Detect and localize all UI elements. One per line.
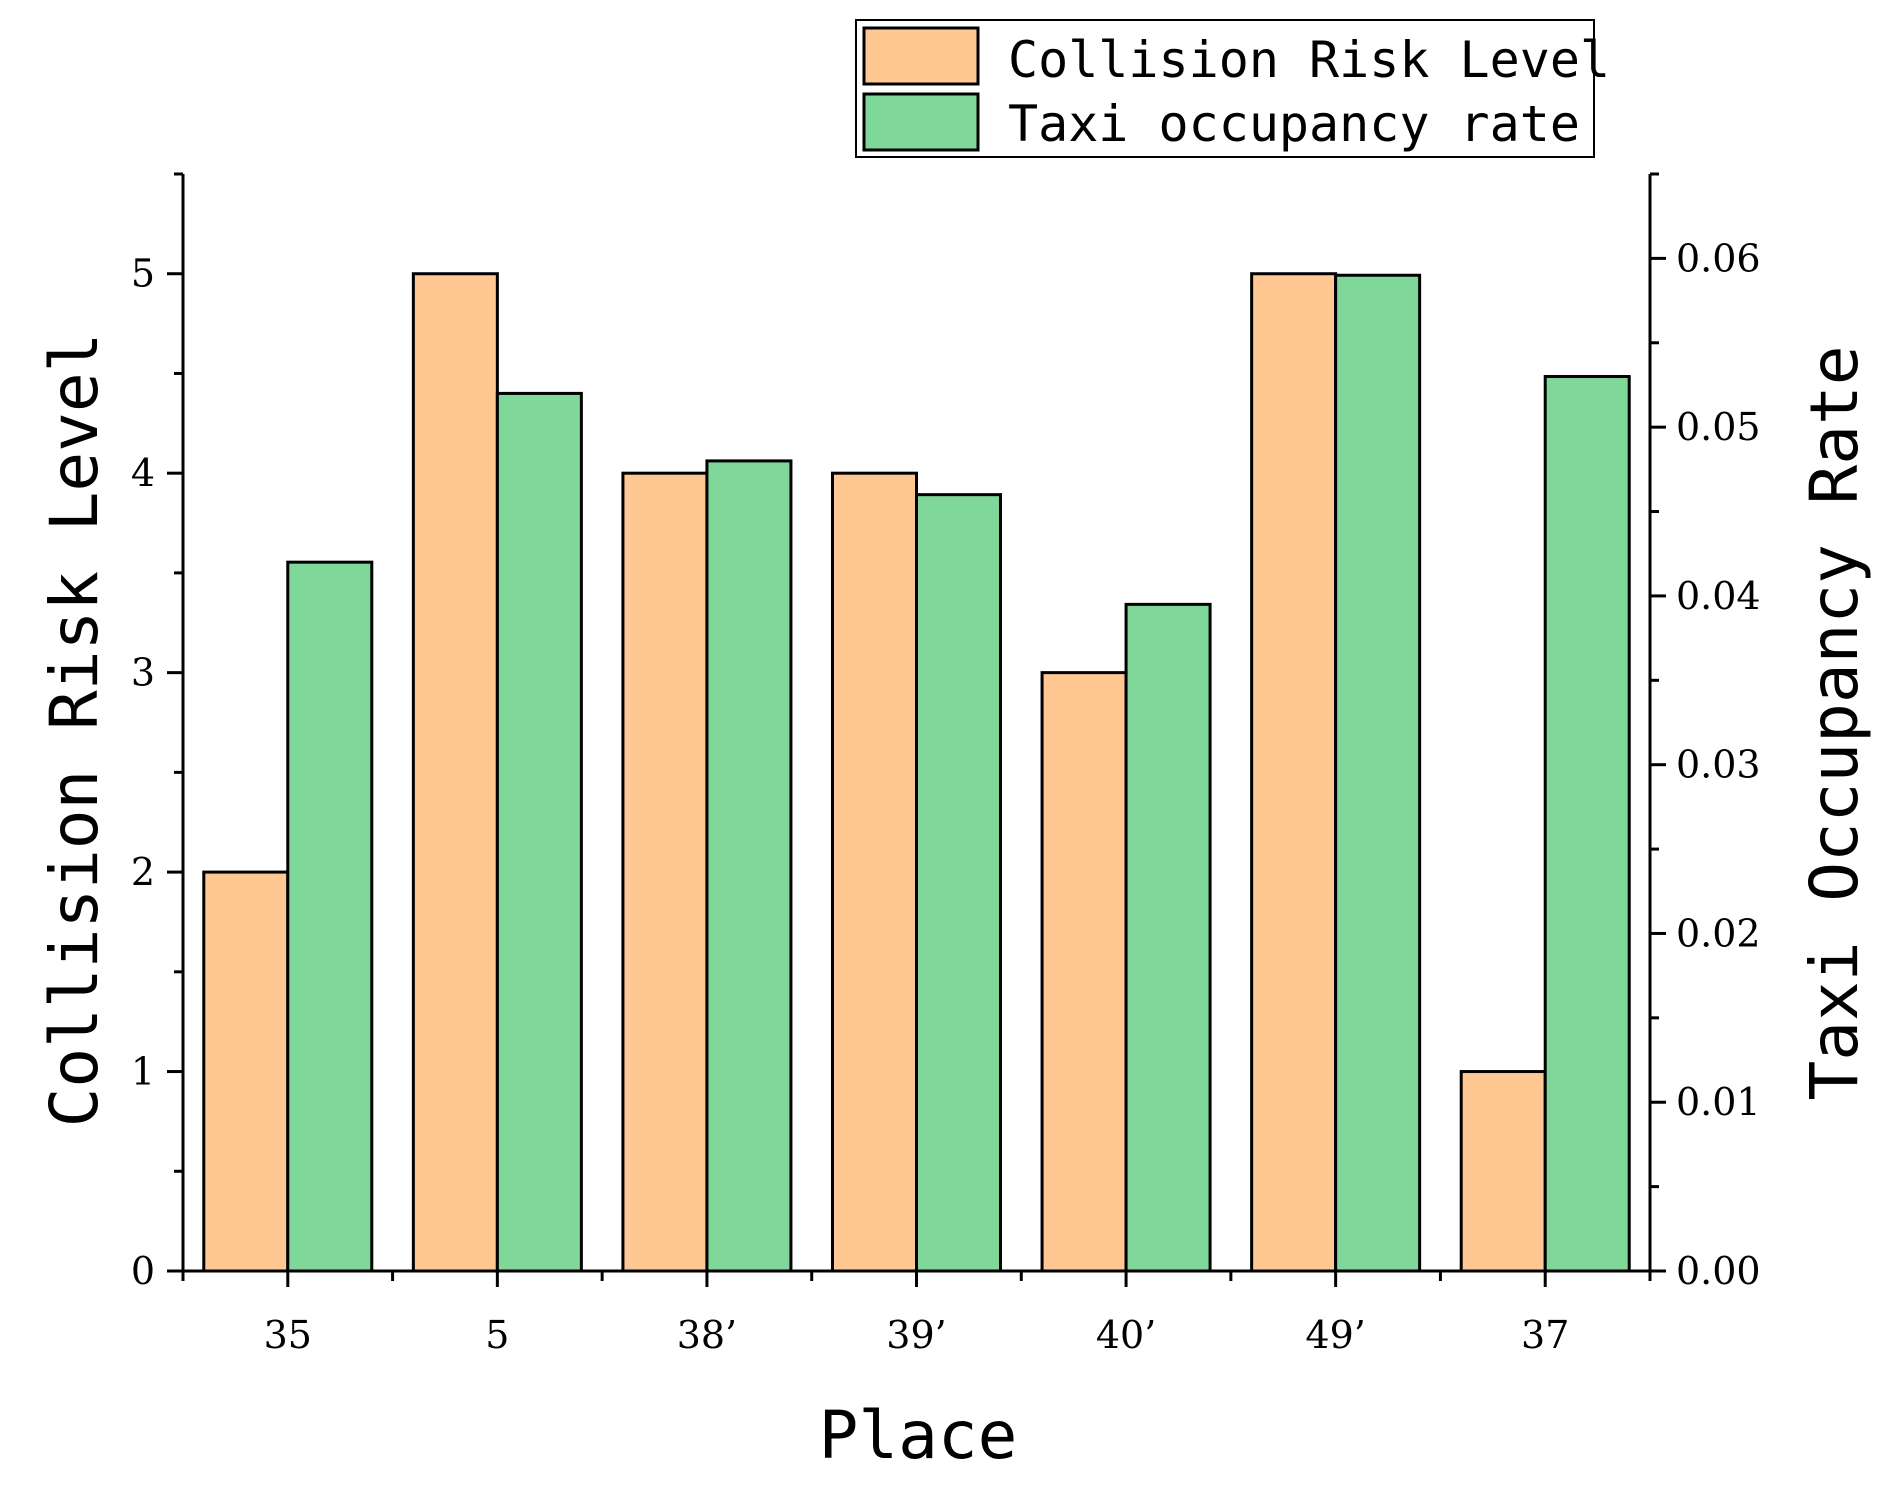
x-tick-label-2: 5 — [485, 1313, 509, 1357]
bar-taxi-occupancy-4 — [915, 493, 1002, 1273]
ticks-layer: 35 5 38’ 39’ 40’ 49’ 37 0 1 2 3 4 5 0.00 0.01 0.02 0.03 0… — [131, 236, 1761, 1357]
y-left-tick-label-1: 1 — [131, 1050, 155, 1094]
y-left-tick-label-4: 4 — [131, 451, 155, 495]
bar-taxi-occupancy-1 — [286, 560, 374, 1273]
y-left-tick-label-3: 3 — [131, 651, 155, 695]
x-tick-label-1: 35 — [264, 1313, 312, 1357]
legend-swatch-collision-risk-level — [862, 26, 980, 86]
y-left-tick-label-2: 2 — [131, 850, 155, 894]
y-right-tick-label-0: 0.00 — [1676, 1249, 1761, 1293]
bar-collision-risk-3 — [621, 471, 709, 1273]
y-right-tick-label-3: 0.03 — [1676, 743, 1761, 787]
y-right-tick-label-2: 0.02 — [1676, 911, 1761, 955]
x-tick-label-5: 40’ — [1096, 1313, 1156, 1357]
bar-collision-risk-5 — [1040, 671, 1128, 1273]
y-right-tick-label-1: 0.01 — [1676, 1080, 1761, 1124]
bar-collision-risk-7 — [1459, 1070, 1547, 1273]
bar-collision-risk-6 — [1250, 272, 1338, 1273]
bar-taxi-occupancy-6 — [1334, 273, 1422, 1273]
x-tick-label-6: 49’ — [1305, 1313, 1365, 1357]
axes-layer — [167, 172, 1666, 1287]
y-left-tick-label-5: 5 — [131, 252, 155, 296]
bar-taxi-occupancy-3 — [705, 459, 793, 1273]
y-right-tick-label-6: 0.06 — [1676, 236, 1761, 280]
bar-taxi-occupancy-2 — [495, 391, 583, 1273]
y-right-tick-label-4: 0.04 — [1676, 574, 1761, 618]
x-axis-title: Place — [819, 1397, 1018, 1474]
bar-collision-risk-2 — [411, 272, 499, 1273]
bar-taxi-occupancy-5 — [1124, 602, 1212, 1273]
bar-collision-risk-1 — [202, 870, 290, 1273]
x-tick-label-4: 39’ — [886, 1313, 946, 1357]
x-tick-label-3: 38’ — [677, 1313, 737, 1357]
bars-layer — [202, 272, 1631, 1273]
legend-swatch-taxi-occupancy-rate — [862, 92, 980, 152]
bar-taxi-occupancy-7 — [1543, 375, 1631, 1273]
bar-collision-risk-4 — [831, 471, 918, 1273]
y-axis-title-right: Taxi Occupancy Rate — [1796, 346, 1873, 1101]
legend: Collision Risk Level Taxi occupancy rate — [855, 19, 1610, 158]
y-right-tick-label-5: 0.05 — [1676, 405, 1761, 449]
y-left-tick-label-0: 0 — [131, 1249, 155, 1293]
y-axis-title-left: Collision Risk Level — [36, 333, 113, 1128]
x-tick-label-7: 37 — [1521, 1313, 1569, 1357]
legend-label-taxi-occupancy-rate: Taxi occupancy rate — [1008, 95, 1580, 153]
legend-label-collision-risk-level: Collision Risk Level — [1008, 31, 1610, 89]
